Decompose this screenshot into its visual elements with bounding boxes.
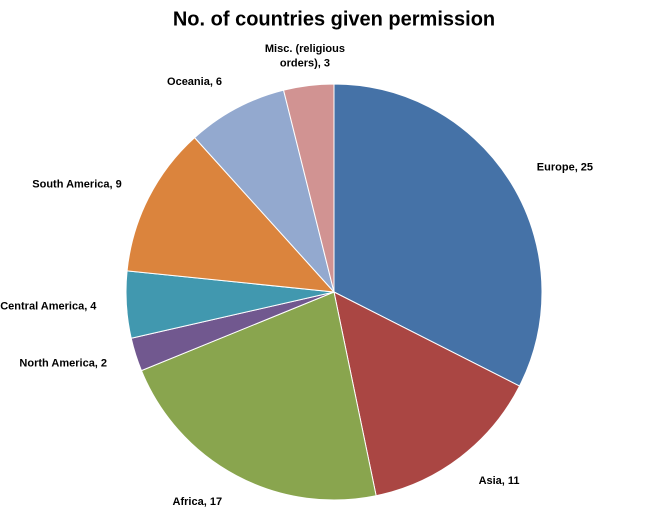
pie-slice [126,136,336,293]
data-label: North America, 2 [19,358,107,370]
data-label: Oceania, 6 [167,76,222,88]
data-label: Europe, 25 [537,161,593,173]
data-label: Central America, 4 [0,300,97,312]
data-label: South America, 9 [32,178,121,190]
data-label: Asia, 11 [479,475,520,487]
data-label: Misc. (religious orders), 3 [265,43,345,69]
pie-slice [333,291,521,497]
data-label-line: Misc. (religious [265,43,345,55]
pie-slice [282,83,335,293]
pie-slice [140,291,377,501]
data-label-line: orders), 3 [280,57,330,69]
data-label: Africa, 17 [173,496,223,508]
pie-slice [333,83,543,387]
chart-title: No. of countries given permission [173,8,495,30]
pie-slice [193,89,335,293]
